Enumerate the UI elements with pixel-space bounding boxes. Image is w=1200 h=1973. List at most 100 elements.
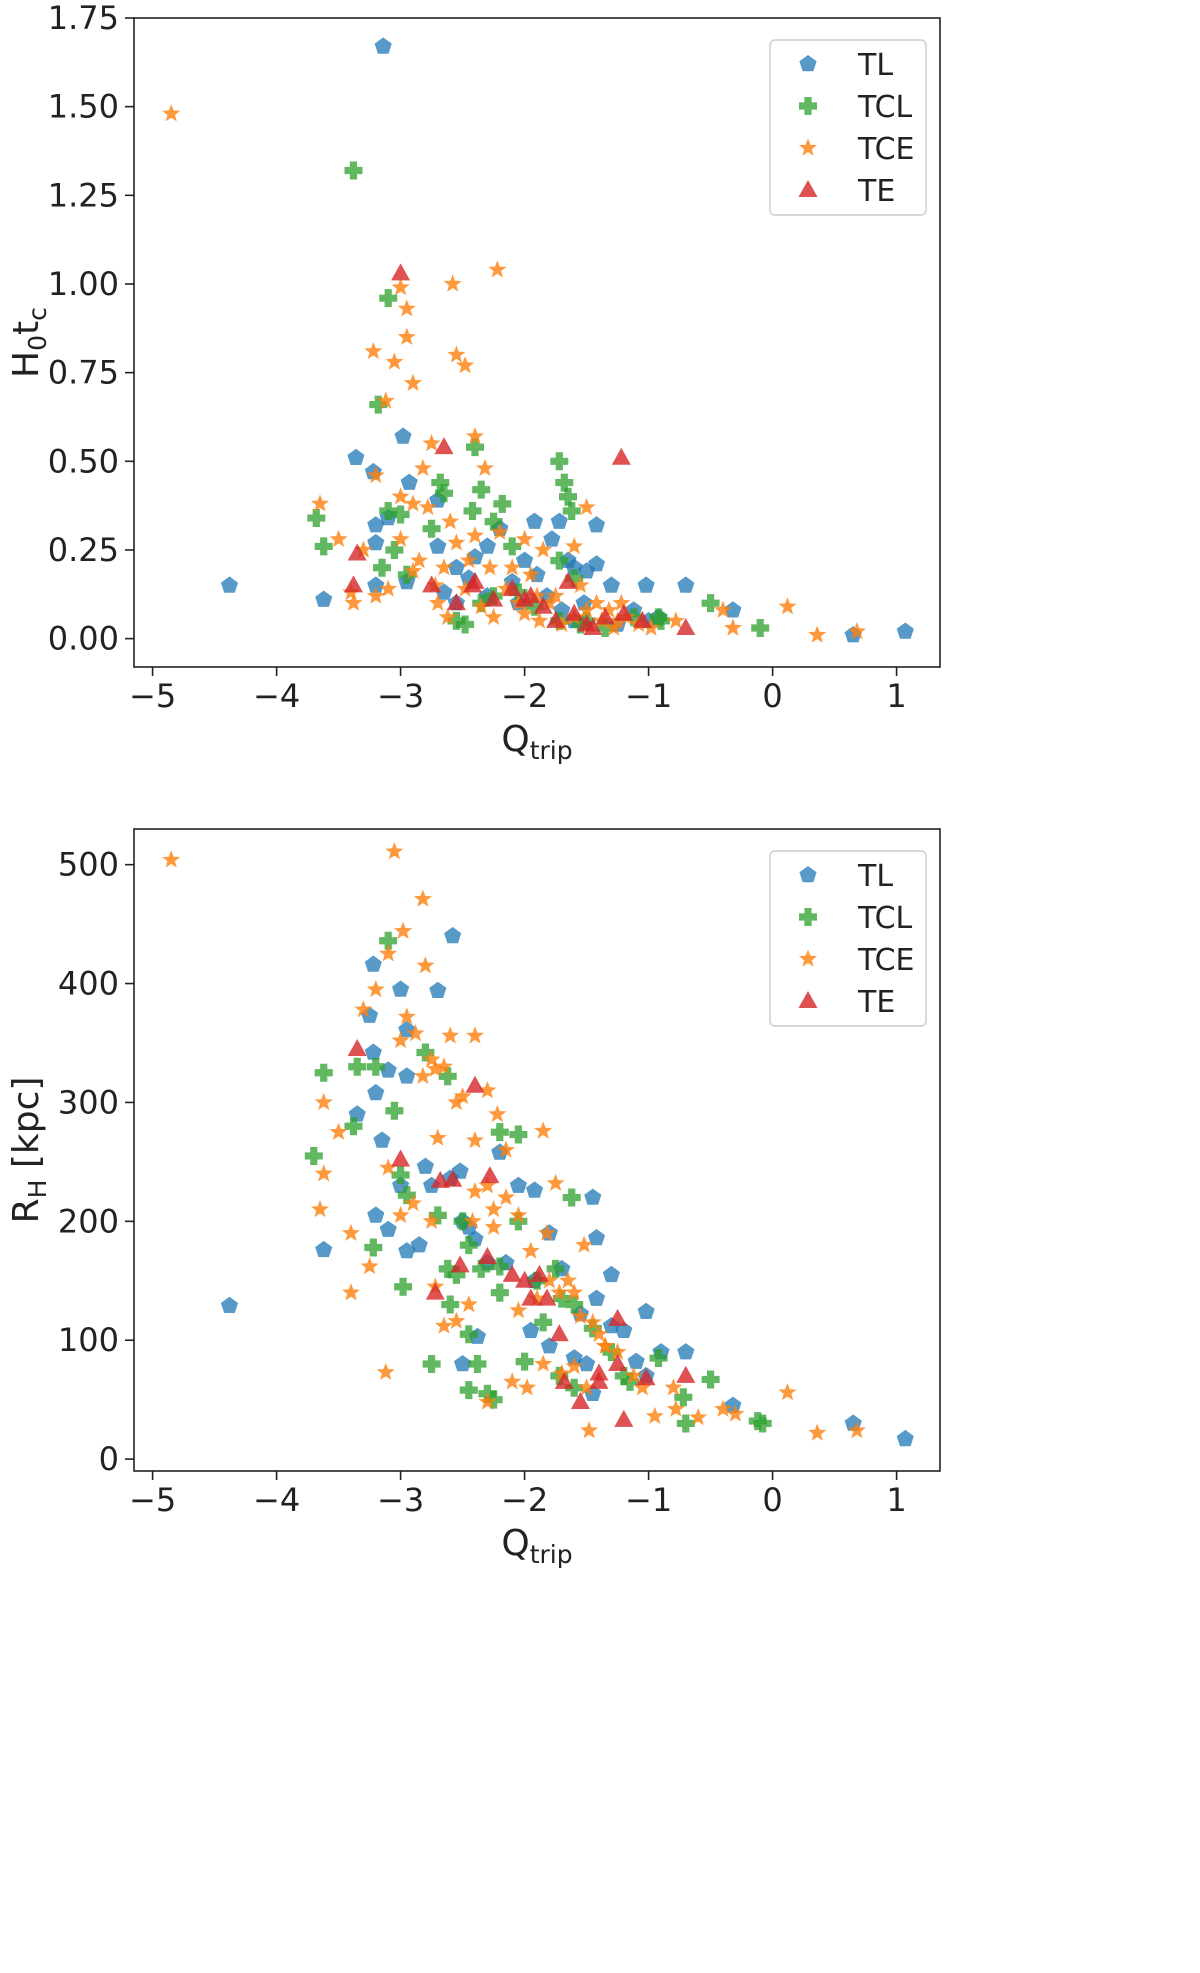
point-tce: [466, 1131, 484, 1149]
point-tce: [385, 352, 404, 370]
point-tl: [578, 1355, 596, 1372]
point-tcl: [391, 505, 410, 524]
point-tl: [896, 1429, 914, 1447]
legend-label-tcl: TCL: [857, 90, 913, 125]
x-tick-label: −3: [377, 1481, 424, 1519]
point-tcl: [459, 1325, 478, 1344]
point-tce: [497, 1140, 515, 1158]
y-tick-label: 0: [99, 1440, 119, 1478]
point-te: [546, 610, 566, 628]
point-tcl: [344, 161, 363, 180]
point-tce: [391, 529, 410, 547]
point-tce: [475, 458, 494, 477]
point-tcl: [348, 1057, 367, 1076]
point-tl: [447, 558, 465, 575]
point-tl: [637, 576, 655, 593]
point-tce: [534, 1354, 553, 1372]
point-tcl: [602, 1343, 621, 1362]
point-tcl: [304, 1146, 323, 1165]
point-tce: [478, 1081, 497, 1099]
point-tce: [456, 579, 475, 597]
point-tl: [394, 427, 412, 444]
point-tce: [577, 600, 596, 618]
point-tce: [162, 104, 181, 122]
point-tce: [565, 1283, 584, 1301]
point-tce: [391, 1205, 410, 1224]
point-tce: [565, 1356, 584, 1375]
point-tce: [342, 1283, 360, 1301]
point-tcl: [366, 1057, 385, 1076]
point-tce: [376, 1362, 395, 1380]
point-tce: [379, 1158, 398, 1176]
point-te: [632, 610, 652, 628]
series-te: [343, 263, 696, 635]
point-tl: [367, 1206, 385, 1223]
point-tce: [778, 597, 797, 615]
legend-marker-te: [798, 991, 818, 1008]
point-tce: [416, 956, 435, 974]
x-axis-label: Qtrip: [501, 719, 572, 765]
point-te: [347, 543, 367, 561]
point-tce: [509, 1301, 528, 1319]
point-tce: [329, 1122, 348, 1140]
point-tcl: [676, 1414, 695, 1433]
y-tick-label: 500: [58, 846, 119, 884]
y-tick-label: 1.75: [48, 0, 119, 37]
point-te: [533, 596, 553, 614]
point-te: [434, 437, 454, 455]
point-tcl: [649, 1349, 668, 1368]
point-te: [465, 571, 485, 589]
point-tce: [559, 1271, 577, 1289]
point-tce: [422, 1050, 441, 1068]
point-tl: [584, 1188, 602, 1205]
point-te: [558, 571, 578, 589]
point-tce: [466, 526, 484, 544]
legend-label-tl: TL: [857, 48, 893, 83]
point-tce: [847, 622, 866, 640]
point-tl: [374, 37, 392, 54]
point-tce: [466, 427, 484, 445]
point-tl: [588, 516, 606, 533]
point-te: [502, 578, 522, 596]
point-tce: [413, 889, 432, 907]
y-tick-label: 100: [58, 1321, 119, 1359]
point-tcl: [490, 1123, 509, 1142]
point-te: [515, 589, 535, 607]
point-tce: [546, 1173, 565, 1191]
point-tcl: [652, 611, 671, 630]
point-tce: [311, 494, 329, 512]
point-te: [515, 1270, 535, 1288]
point-tce: [366, 980, 385, 998]
point-tcl: [379, 289, 398, 308]
point-tcl: [565, 1295, 584, 1314]
legend-marker-te: [798, 180, 818, 197]
point-tl: [220, 1296, 238, 1313]
point-te: [450, 1255, 470, 1273]
y-tick-label: 1.25: [48, 176, 119, 214]
point-tce: [447, 1092, 466, 1111]
point-te: [676, 617, 696, 635]
point-tce: [645, 1406, 664, 1424]
point-tl: [429, 537, 447, 554]
point-tce: [453, 1087, 472, 1105]
point-tl: [724, 1396, 742, 1413]
point-tcl: [391, 1165, 410, 1184]
point-tce: [575, 1235, 594, 1253]
point-tl: [677, 576, 695, 593]
point-te: [521, 1288, 541, 1306]
point-tce: [596, 1336, 615, 1354]
y-tick-label: 0.50: [48, 442, 119, 480]
point-tce: [366, 466, 385, 484]
point-tcl: [571, 615, 590, 634]
x-tick-label: 0: [762, 1481, 782, 1519]
point-te: [391, 1149, 411, 1167]
point-te: [554, 1371, 574, 1389]
legend-box: [769, 39, 927, 216]
point-te: [595, 607, 615, 625]
point-tcl: [550, 452, 569, 471]
point-tcl: [468, 1355, 487, 1373]
point-tce: [608, 1342, 627, 1360]
point-tce: [599, 600, 618, 618]
point-tcl: [525, 597, 544, 616]
point-te: [636, 1368, 656, 1386]
